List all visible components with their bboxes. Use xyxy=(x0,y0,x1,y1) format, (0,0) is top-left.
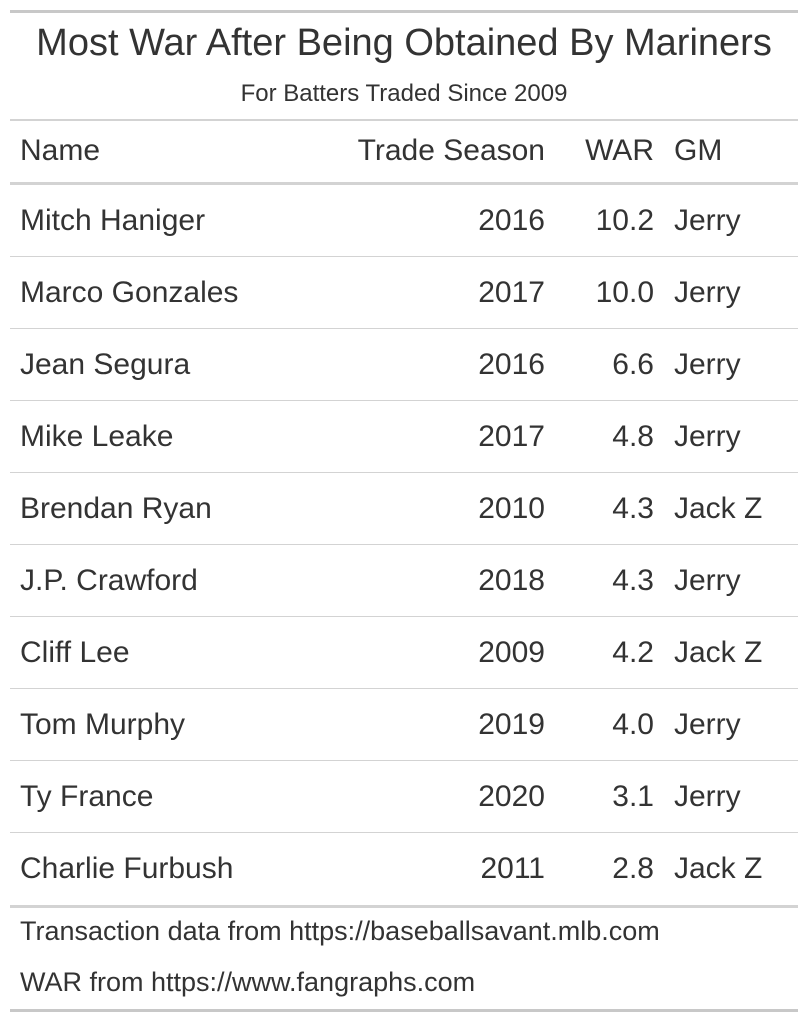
cell-war: 3.1 xyxy=(612,780,654,813)
table-subtitle: For Batters Traded Since 2009 xyxy=(240,80,568,107)
cell-name: Mitch Haniger xyxy=(20,204,206,237)
cell-gm: Jerry xyxy=(674,780,741,813)
table-row: Brendan Ryan 2010 4.3 Jack Z xyxy=(10,473,798,545)
table-body: Mitch Haniger 2016 10.2 Jerry Marco Gonzales… xyxy=(10,185,798,905)
table-row: Marco Gonzales 2017 10.0 Jerry xyxy=(10,257,798,329)
cell-trade-season: 2016 xyxy=(478,348,545,381)
cell-gm: Jerry xyxy=(674,348,741,381)
cell-war: 4.8 xyxy=(612,420,654,453)
cell-name: Jean Segura xyxy=(20,348,191,381)
cell-gm: Jack Z xyxy=(674,492,763,525)
column-header-name: Name xyxy=(20,134,101,167)
footer-top-border xyxy=(10,905,798,908)
cell-trade-season: 2018 xyxy=(478,564,545,597)
cell-war: 4.2 xyxy=(612,636,654,669)
cell-name: Tom Murphy xyxy=(20,708,186,741)
cell-war: 2.8 xyxy=(612,852,654,885)
cell-trade-season: 2011 xyxy=(480,852,545,885)
column-header-war: WAR xyxy=(585,134,654,167)
table-row: J.P. Crawford 2018 4.3 Jerry xyxy=(10,545,798,617)
table-row: Cliff Lee 2009 4.2 Jack Z xyxy=(10,617,798,689)
table-row: Charlie Furbush 2011 2.8 Jack Z xyxy=(10,833,798,905)
cell-war: 4.3 xyxy=(612,564,654,597)
table-row: Tom Murphy 2019 4.0 Jerry xyxy=(10,689,798,761)
cell-name: Brendan Ryan xyxy=(20,492,212,525)
column-header-trade-season: Trade Season xyxy=(357,134,545,167)
cell-gm: Jerry xyxy=(674,708,741,741)
cell-war: 4.3 xyxy=(612,492,654,525)
cell-trade-season: 2017 xyxy=(478,276,545,309)
cell-war: 10.2 xyxy=(595,204,654,237)
cell-gm: Jerry xyxy=(674,564,741,597)
table-title: Most War After Being Obtained By Mariner… xyxy=(36,22,772,64)
cell-name: Cliff Lee xyxy=(20,636,130,669)
cell-name: J.P. Crawford xyxy=(20,564,198,597)
top-border xyxy=(10,10,798,13)
cell-trade-season: 2009 xyxy=(478,636,545,669)
column-header-gm: GM xyxy=(674,134,723,167)
cell-gm: Jack Z xyxy=(674,852,763,885)
cell-trade-season: 2019 xyxy=(478,708,545,741)
cell-trade-season: 2020 xyxy=(478,780,545,813)
cell-name: Ty France xyxy=(20,780,154,813)
header-top-border xyxy=(10,119,798,121)
header-bottom-border xyxy=(10,182,798,185)
cell-gm: Jerry xyxy=(674,204,741,237)
source-note-war: WAR from https://www.fangraphs.com xyxy=(20,967,476,997)
cell-name: Charlie Furbush xyxy=(20,852,234,885)
table-row: Mike Leake 2017 4.8 Jerry xyxy=(10,401,798,473)
table-row: Ty France 2020 3.1 Jerry xyxy=(10,761,798,833)
source-note-transactions: Transaction data from https://baseballsa… xyxy=(20,916,660,946)
cell-trade-season: 2016 xyxy=(478,204,545,237)
cell-gm: Jack Z xyxy=(674,636,763,669)
table-container: Most War After Being Obtained By Mariner… xyxy=(10,0,798,1024)
cell-name: Mike Leake xyxy=(20,420,174,453)
cell-trade-season: 2017 xyxy=(478,420,545,453)
cell-trade-season: 2010 xyxy=(478,492,545,525)
table-row: Jean Segura 2016 6.6 Jerry xyxy=(10,329,798,401)
cell-war: 4.0 xyxy=(612,708,654,741)
bottom-border xyxy=(10,1009,798,1012)
cell-name: Marco Gonzales xyxy=(20,276,239,309)
table-row: Mitch Haniger 2016 10.2 Jerry xyxy=(10,185,798,257)
cell-war: 6.6 xyxy=(612,348,654,381)
cell-gm: Jerry xyxy=(674,276,741,309)
cell-war: 10.0 xyxy=(595,276,654,309)
cell-gm: Jerry xyxy=(674,420,741,453)
